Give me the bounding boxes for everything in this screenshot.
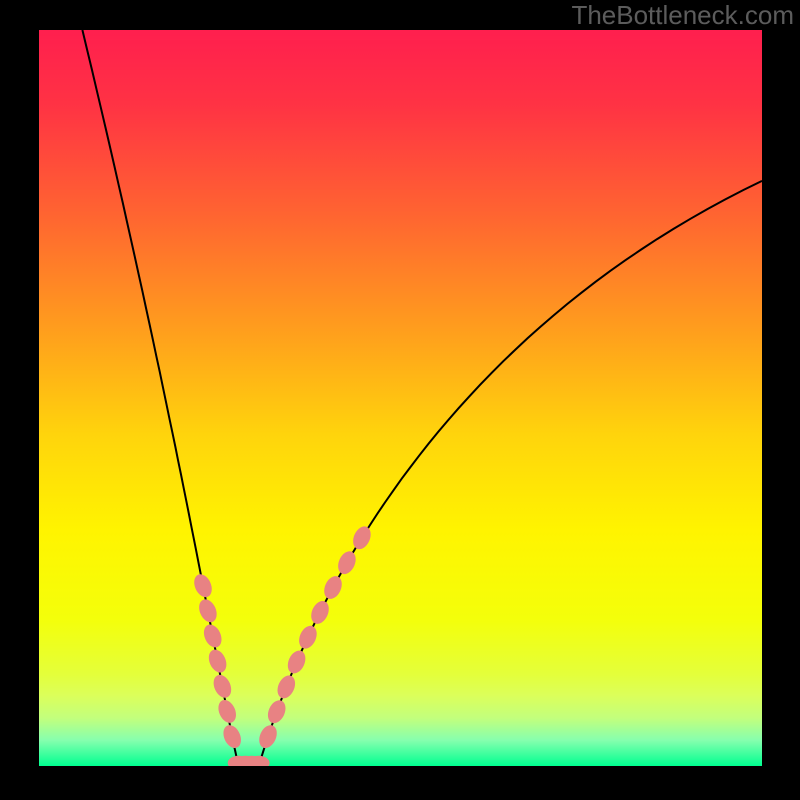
chart-stage: TheBottleneck.com bbox=[0, 0, 800, 800]
watermark-text: TheBottleneck.com bbox=[571, 0, 794, 31]
gradient-background bbox=[39, 30, 762, 766]
chart-svg bbox=[0, 0, 800, 800]
